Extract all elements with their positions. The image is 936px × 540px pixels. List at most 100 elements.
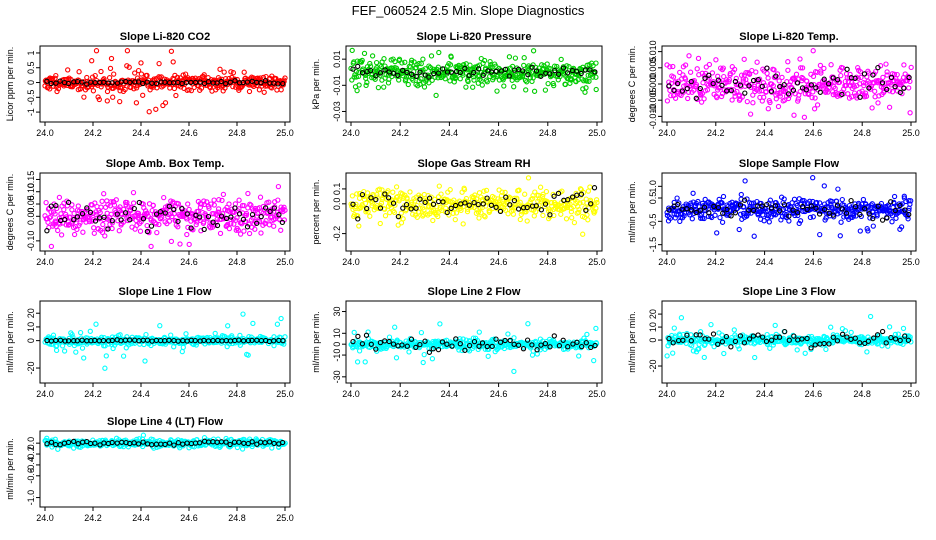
data-point-all (108, 55, 115, 62)
data-point-avg (153, 80, 160, 87)
data-point-all (674, 195, 680, 201)
data-point-all (739, 94, 745, 100)
x-tick-label: 25.0 (276, 513, 294, 523)
data-point-avg (583, 207, 589, 213)
data-point-avg (785, 91, 792, 97)
data-point-all (140, 432, 147, 438)
data-point-avg (821, 206, 828, 212)
data-point-avg (679, 88, 686, 94)
data-point-all (80, 229, 86, 235)
data-point-all (854, 95, 860, 101)
data-point-all (130, 189, 137, 196)
data-point-all (186, 206, 192, 213)
data-point-avg (884, 86, 890, 93)
data-point-all (153, 106, 159, 112)
data-point-all (157, 323, 163, 329)
data-point-avg (74, 214, 81, 220)
data-point-avg (87, 209, 94, 215)
panel-3: Slope Li-820 Temp.24.0 24.2 24.4 24.6 24.8 25… (627, 31, 920, 138)
data-point-all (764, 70, 770, 77)
data-point-all (54, 342, 60, 349)
data-point-all (354, 87, 360, 94)
data-point-all (731, 327, 737, 333)
data-point-avg (803, 87, 809, 93)
data-point-avg (693, 209, 699, 216)
data-point-all (212, 330, 218, 337)
data-point-all (765, 213, 772, 219)
data-point-all (476, 329, 482, 335)
data-point-all (73, 349, 79, 355)
data-point-avg (57, 78, 63, 84)
data-point-all (517, 199, 523, 205)
data-point-all (349, 47, 355, 54)
data-point-all (835, 186, 841, 192)
data-point-all (828, 201, 834, 207)
data-point-avg (359, 191, 366, 198)
data-point-all (767, 99, 773, 106)
data-point-avg (901, 85, 907, 91)
data-point-all (869, 201, 875, 207)
x-tick-label: 24.2 (391, 128, 409, 138)
panel-title: Slope Gas Stream RH (417, 158, 530, 170)
data-point-avg (591, 185, 598, 191)
data-point-all (269, 85, 275, 91)
data-point-all (127, 208, 134, 214)
data-point-all (576, 353, 582, 359)
data-point-avg (359, 70, 366, 76)
y-tick-label: 0.15 (26, 171, 36, 189)
data-point-all (465, 78, 471, 85)
data-point-avg (542, 201, 549, 207)
data-point-all (168, 211, 174, 217)
data-point-avg (395, 72, 401, 78)
data-point-all (551, 82, 557, 89)
data-point-all (703, 64, 709, 70)
data-point-avg (109, 218, 115, 224)
data-point-avg (53, 202, 59, 209)
data-point-all (177, 241, 183, 247)
data-point-avg (552, 67, 558, 74)
data-point-all (95, 94, 101, 100)
data-point-all (361, 50, 368, 57)
data-point-all (382, 213, 389, 219)
data-point-all (399, 60, 405, 66)
data-point-avg (244, 79, 251, 85)
data-point-avg (355, 216, 361, 222)
data-point-avg (737, 82, 744, 88)
data-point-avg (471, 69, 477, 76)
data-point-all (241, 228, 247, 234)
plot-frame (39, 172, 291, 252)
data-point-avg (511, 197, 518, 204)
data-point-all (228, 69, 234, 75)
data-point-avg (171, 206, 177, 213)
data-point-all (55, 446, 61, 452)
data-point-avg (706, 210, 712, 216)
data-point-avg (715, 77, 721, 83)
data-point-all (250, 215, 256, 221)
data-point-all (418, 60, 424, 67)
x-tick-label: 24.2 (707, 257, 725, 267)
data-point-avg (84, 81, 90, 87)
data-point-all (58, 232, 65, 238)
data-point-all (905, 216, 911, 222)
data-point-avg (258, 213, 264, 220)
data-point-avg (892, 207, 898, 214)
data-point-avg (240, 216, 247, 223)
data-point-avg (488, 202, 495, 208)
data-point-avg (565, 197, 571, 203)
data-point-all (201, 72, 207, 78)
data-point-all (257, 75, 263, 81)
data-point-all (476, 215, 482, 221)
data-point-all (797, 88, 803, 95)
data-point-all (156, 60, 162, 67)
data-point-avg (857, 211, 863, 218)
data-point-all (153, 221, 159, 227)
data-point-all (713, 57, 719, 63)
data-point-avg (350, 66, 356, 72)
y-tick-label: 0.10 (26, 183, 36, 201)
data-point-all (586, 78, 592, 84)
data-point-all (810, 48, 816, 54)
y-tick-label: 0.01 (332, 50, 342, 68)
x-tick-label: 24.0 (36, 128, 54, 138)
data-point-all (261, 89, 267, 95)
